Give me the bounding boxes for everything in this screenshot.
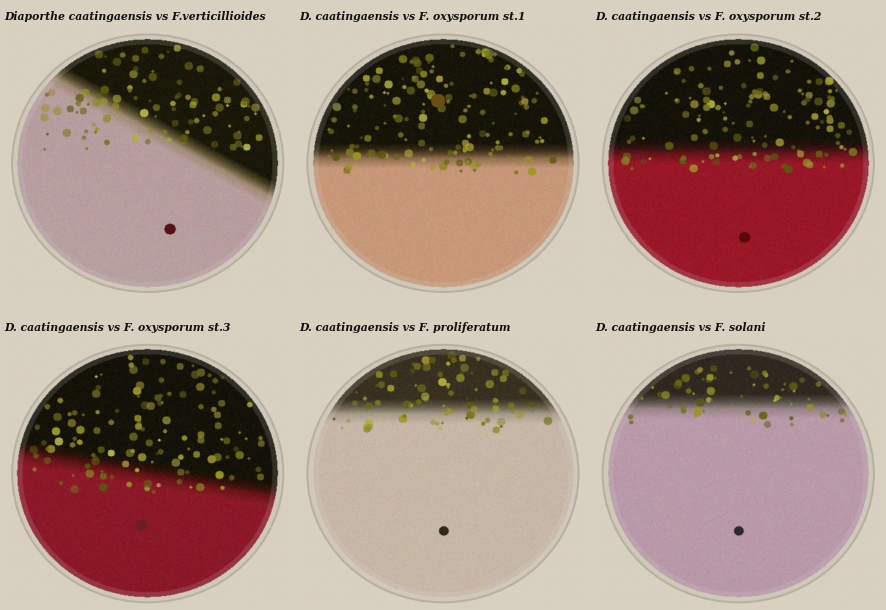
Text: D. caatingaensis vs F. oxysporum st.3: D. caatingaensis vs F. oxysporum st.3 <box>4 321 231 332</box>
Text: D. caatingaensis vs F. solani: D. caatingaensis vs F. solani <box>595 321 766 332</box>
Text: Diaporthe caatingaensis vs F.verticillioides: Diaporthe caatingaensis vs F.verticillio… <box>4 11 266 22</box>
Text: D. caatingaensis vs F. proliferatum: D. caatingaensis vs F. proliferatum <box>299 321 511 332</box>
Text: D. caatingaensis vs F. oxysporum st.1: D. caatingaensis vs F. oxysporum st.1 <box>299 11 526 22</box>
Text: D. caatingaensis vs F. oxysporum st.2: D. caatingaensis vs F. oxysporum st.2 <box>595 11 821 22</box>
